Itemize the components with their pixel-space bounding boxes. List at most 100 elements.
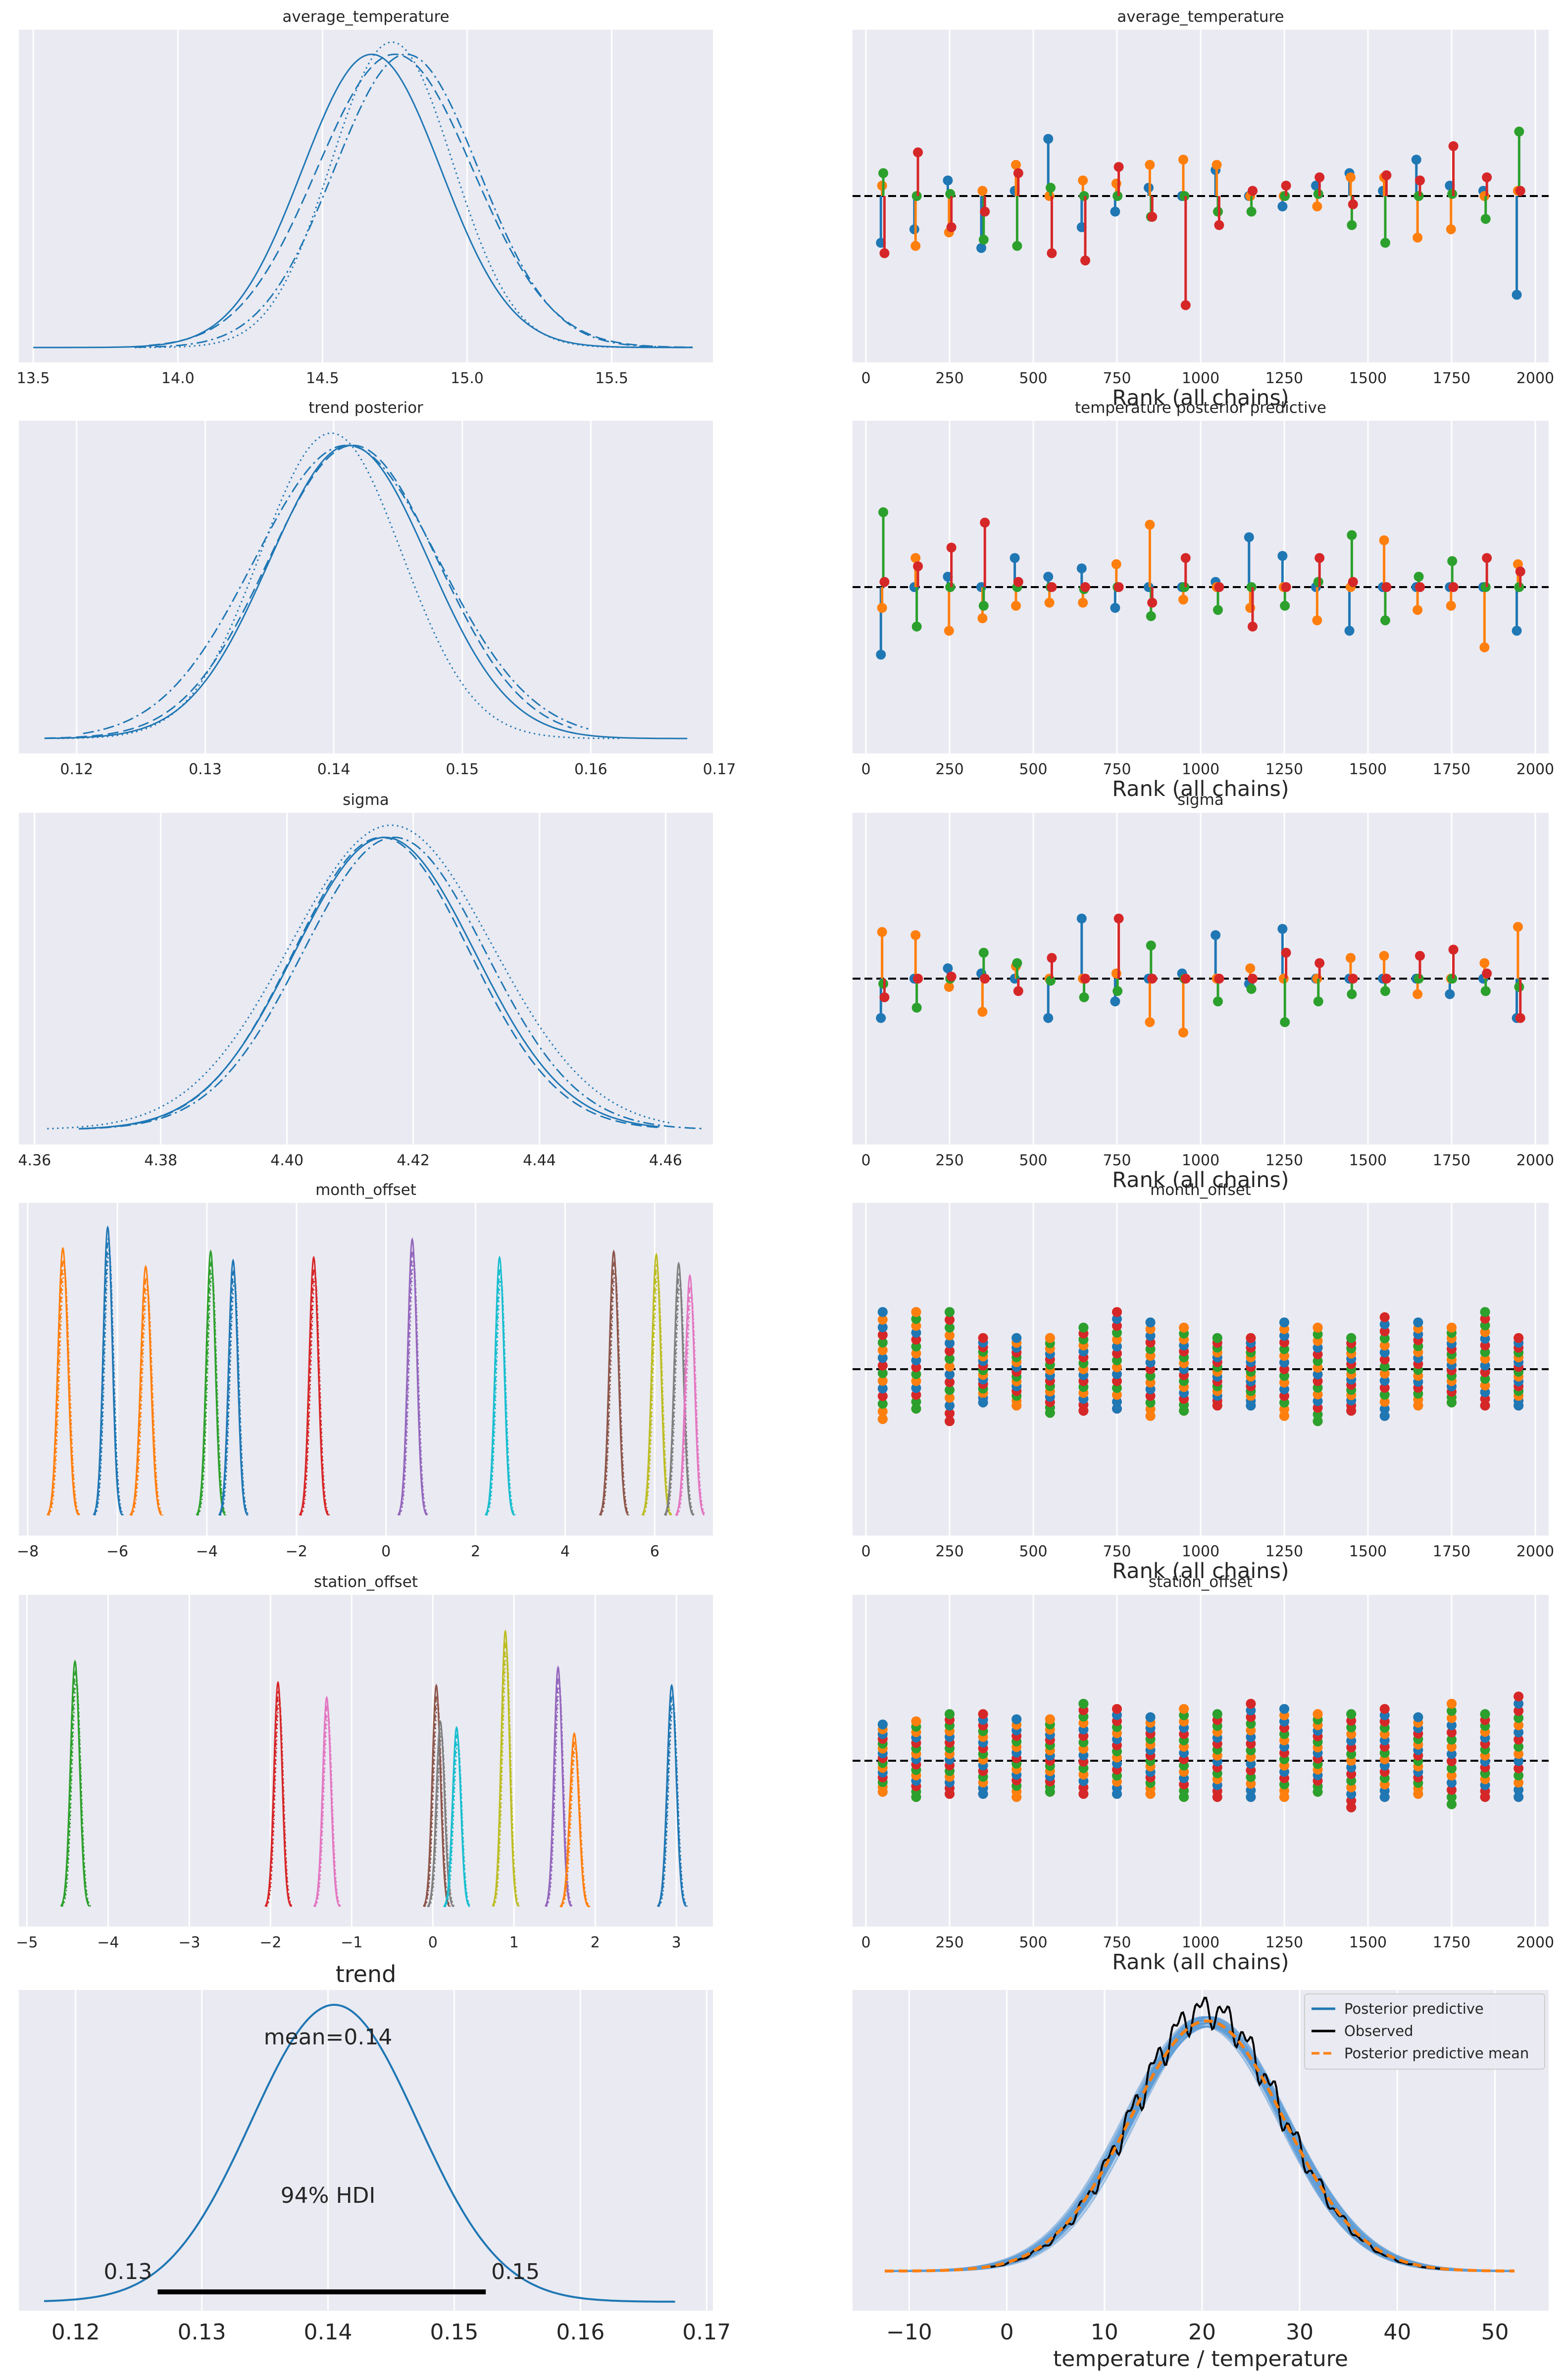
rank-point [879,577,890,587]
x-tick-label: 0.17 [682,2320,731,2345]
offset-kde-1 [61,1679,92,1907]
kde-line-3 [47,824,672,1130]
kde-line-3 [57,432,619,740]
rank-point [1212,996,1223,1007]
plot-area [19,30,713,362]
rank-point [1413,1317,1423,1328]
rank-point [1379,1704,1390,1714]
x-tick-label: 4.38 [144,1152,177,1169]
rank-point [1011,1714,1022,1725]
rank-point [1146,611,1156,621]
rank-point [1515,186,1525,196]
x-tick-label: 1250 [1265,370,1303,387]
x-tick-label: 20 [1188,2320,1216,2345]
offset-kde-9 [560,1746,591,1908]
rank-point [1480,1400,1490,1411]
rank-point [1514,1727,1524,1737]
rank-point [1446,1713,1457,1723]
rank-point [1312,201,1322,211]
offset-kde-7 [492,1640,520,1907]
rank-point [878,507,889,517]
rank-point [1011,1333,1022,1343]
rank-point [1246,1698,1256,1709]
rank-point [1413,605,1423,615]
kde-line-4 [134,53,693,348]
subplot-6: sigma 0 250 500 750 1000 1250 1500 1750 2000 Rank … [853,791,1554,1192]
x-tick-label: 0.15 [446,761,479,778]
plot-area [19,1203,713,1536]
rank-point [911,1403,921,1414]
x-tick-label: 14.0 [161,370,195,387]
x-tick-label: 2000 [1516,1543,1554,1560]
rank-point [1446,1735,1457,1745]
rank-point [1112,1348,1122,1359]
rank-point [1076,563,1087,574]
x-tick-label: 0.14 [304,2320,353,2345]
rank-point [945,1361,955,1372]
rank-point [1446,1397,1457,1408]
rank-point [1446,1698,1457,1709]
rank-point [1180,974,1191,984]
rank-point [877,1368,888,1379]
rank-point [1314,958,1325,968]
rank-point [1112,1376,1122,1386]
rank-point [1045,1786,1055,1797]
rank-point [1211,930,1221,941]
rank-point [1482,553,1492,563]
kde-line-2 [149,53,693,348]
rank-point [1348,577,1358,587]
plot-area [19,421,713,753]
rank-point [1281,947,1291,958]
rank-point [943,175,953,186]
rank-point [1078,597,1088,608]
offset-kde-4 [197,1271,227,1516]
rank-point [1514,1706,1524,1716]
rank-point [976,243,987,253]
x-tick-label: 2 [591,1934,600,1951]
x-tick-label: 750 [1103,370,1131,387]
rank-point [910,241,921,251]
x-tick-label: 500 [1019,1934,1047,1951]
rank-point [879,992,890,1002]
rank-point [945,1307,955,1317]
x-tick-label: 1000 [1182,370,1219,387]
offset-kde-3 [131,1285,164,1516]
x-axis-label: temperature / temperature [1053,2346,1348,2372]
posterior-curve [44,2003,675,2303]
rank-point [946,971,957,982]
rank-point [977,1007,988,1017]
x-tick-label: 500 [1019,1543,1047,1560]
rank-point [1179,1704,1189,1714]
x-tick-label: 500 [1019,1152,1047,1169]
x-tick-label: 500 [1019,370,1047,387]
subplot-title: average_temperature [282,8,449,26]
x-tick-label: 15.5 [595,370,628,387]
rank-point [944,982,954,992]
rank-point [980,517,990,528]
subplot-8: month_offset 0 250 500 750 1000 1250 1500 1750 20… [853,1181,1554,1584]
offset-kde-7 [398,1248,428,1516]
rank-point [876,1013,886,1023]
subplot-7: month_offset −8 −6 −4 −2 0 2 4 6 [17,1181,713,1560]
x-tick-label: −10 [886,2320,932,2345]
offset-kde-7 [399,1259,429,1516]
offset-kde-5 [428,1735,455,1907]
rank-point [1147,974,1158,984]
rank-point [877,1376,888,1386]
rank-point [1047,582,1057,592]
offset-kde-10 [658,1701,688,1907]
rank-point [1145,1017,1155,1027]
rank-point [980,206,990,217]
rank-point [1480,214,1491,224]
rank-point [1379,535,1389,545]
rank-point [1112,1314,1122,1324]
rank-point [1514,1770,1524,1781]
subplot-2: average_temperature 0 250 500 750 1000 1250 150… [853,8,1554,410]
plot-area [19,813,713,1144]
rank-point [877,1384,888,1393]
rank-point [877,1398,888,1409]
rank-point [1513,922,1523,932]
rank-point [1514,1756,1524,1766]
rank-point [1448,582,1459,592]
rank-point [1480,1709,1490,1719]
